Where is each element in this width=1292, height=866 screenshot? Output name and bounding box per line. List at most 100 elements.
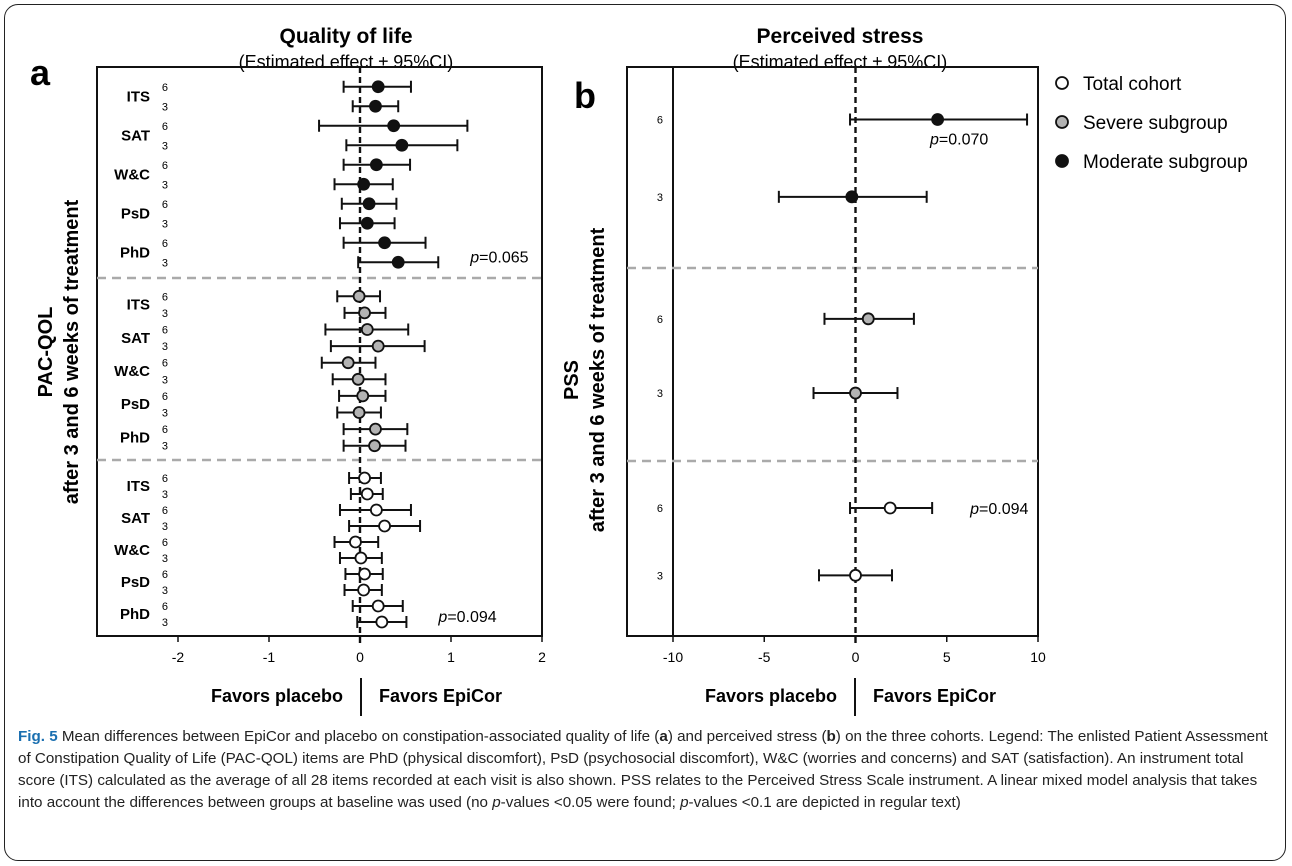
panel-a-item-label: SAT (121, 330, 150, 347)
panel-a-week-label: 3 (162, 489, 168, 501)
panel-a-y-label-line2: after 3 and 6 weeks of treatment (61, 199, 83, 504)
panel-a-week-label: 3 (162, 553, 168, 565)
panel-a-p-value: p=0.065 (469, 249, 528, 266)
panel-a-x-tick-label: 0 (356, 649, 364, 665)
caption-text-2: ) and perceived stress ( (667, 728, 827, 745)
panel-b-y-label-line1: PSS (561, 360, 583, 400)
legend-marker (1055, 76, 1069, 90)
panel-b-y-label-line2: after 3 and 6 weeks of treatment (587, 227, 609, 532)
panel-a-week-label: 6 (162, 601, 168, 613)
panel-a-total-cohort-point (360, 487, 374, 501)
panel-b-letter: b (574, 75, 596, 116)
panel-a-week-label: 6 (162, 325, 168, 337)
panel-b-moderate-subgroup-point (931, 113, 945, 126)
panel-a-letter: a (30, 52, 51, 93)
panel-a-week-label: 6 (162, 291, 168, 303)
panel-a-week-label: 6 (162, 424, 168, 436)
legend-label: Moderate subgroup (1083, 152, 1248, 173)
panel-a-week-label: 3 (162, 585, 168, 597)
panel-a-item-label: ITS (127, 478, 150, 495)
panel-a-item-label: PsD (121, 574, 150, 591)
panel-b-week-label: 3 (657, 388, 663, 400)
panel-b-plot-area (626, 66, 1039, 637)
panel-a-item-label: PhD (120, 606, 150, 623)
panel-b-x-tick-label: 0 (852, 649, 860, 665)
panel-a-y-label: PAC-QOL after 3 and 6 weeks of treatment (35, 199, 83, 504)
panel-a-week-label: 6 (162, 199, 168, 211)
legend-label: Total cohort (1083, 74, 1182, 95)
panel-a-total-cohort-point (375, 615, 389, 629)
panel-a-severe-subgroup-point (351, 372, 365, 386)
panel-a-total-cohort-point (371, 599, 385, 613)
panel-a-severe-subgroup-point (369, 422, 382, 436)
panel-b-total-cohort-point (849, 568, 862, 582)
panel-a-x-tick-label: -1 (263, 649, 276, 665)
panel-a-item-label: SAT (121, 510, 150, 527)
panel-a-week-label: 6 (162, 160, 168, 172)
panel-a-x-tick-label: 1 (447, 649, 455, 665)
caption-p-1: p (492, 794, 501, 811)
caption-panel-a-ref: a (659, 728, 668, 745)
panel-a-week-label: 6 (162, 358, 168, 370)
panel-a-plot-area (96, 66, 543, 637)
panel-b-week-label: 3 (657, 192, 663, 204)
panel-a-week-label: 3 (162, 101, 168, 113)
legend-marker (1055, 115, 1069, 129)
panel-a-moderate-subgroup-point (378, 236, 391, 250)
panel-b-severe-subgroup-point (849, 386, 862, 400)
caption-text-5: -values <0.1 are depicted in regular tex… (688, 794, 961, 811)
panel-a-week-label: 3 (162, 408, 168, 420)
panel-b-x-tick-label: -5 (758, 649, 771, 665)
panel-a-week-label: 3 (162, 521, 168, 533)
panel-a-total-cohort-point (354, 551, 368, 565)
panel-b-p-value: p=0.070 (929, 132, 988, 149)
panel-a-severe-subgroup-point (341, 356, 355, 370)
caption-p-2: p (680, 794, 689, 811)
panel-b-x-tick-label: 5 (943, 649, 951, 665)
panel-a-favors-placebo: Favors placebo (211, 686, 343, 706)
legend-marker (1055, 154, 1069, 168)
panel-b-week-label: 3 (657, 570, 663, 582)
panel-a-week-label: 6 (162, 391, 168, 403)
panel-b-week-label: 6 (657, 314, 663, 326)
panel-a-item-label: W&C (114, 167, 150, 184)
panel-b-week-label: 6 (657, 115, 663, 127)
panel-a-week-label: 3 (162, 617, 168, 629)
panel-a-item-label: SAT (121, 128, 150, 145)
legend-label: Severe subgroup (1083, 113, 1228, 134)
panel-a-severe-subgroup-point (368, 439, 381, 453)
panel-a-severe-subgroup-point (352, 289, 366, 303)
panel-a-item-label: ITS (127, 297, 150, 314)
panel-a-week-label: 6 (162, 473, 168, 485)
panel-b-title: Perceived stress (757, 25, 924, 48)
panel-a-item-label: PsD (121, 206, 150, 223)
caption-text-1: Mean differences between EpiCor and plac… (57, 728, 660, 745)
panel-a-total-cohort-point (349, 535, 362, 549)
panel-a-week-label: 3 (162, 140, 168, 152)
panel-a-severe-subgroup-point (352, 406, 366, 419)
panel-a-week-label: 6 (162, 569, 168, 581)
figure-frame (4, 4, 1286, 861)
panel-a-p-value: p=0.094 (437, 609, 496, 626)
panel-a-item-label: PhD (120, 429, 150, 446)
panel-a-favors-epicor: Favors EpiCor (379, 686, 502, 706)
caption-fig-label: Fig. 5 (18, 728, 58, 745)
panel-a-moderate-subgroup-point (369, 99, 382, 113)
panel-a-moderate-subgroup-point (357, 177, 371, 191)
panel-a-item-label: PhD (120, 245, 150, 262)
panel-a-severe-subgroup-point (360, 323, 374, 336)
panel-a-week-label: 3 (162, 441, 168, 453)
caption-text-4: -values <0.05 were found; (500, 794, 681, 811)
panel-a-week-label: 3 (162, 218, 168, 230)
panel-a-week-label: 3 (162, 257, 168, 269)
panel-a-week-label: 3 (162, 341, 168, 353)
panel-a-week-label: 6 (162, 121, 168, 133)
panel-a-moderate-subgroup-point (371, 80, 385, 94)
panel-a-moderate-subgroup-point (387, 119, 401, 133)
panel-a-x-tick-label: -2 (172, 649, 185, 665)
panel-a-item-label: PsD (121, 396, 150, 413)
panel-a-total-cohort-point (378, 519, 391, 533)
panel-a-moderate-subgroup-point (395, 138, 409, 152)
panel-b-severe-subgroup-point (861, 312, 875, 326)
